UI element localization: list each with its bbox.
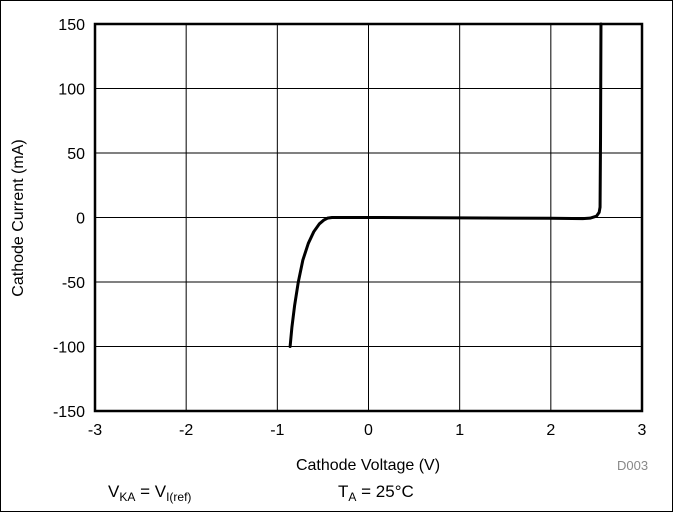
x-tick-label: -2 (179, 422, 193, 439)
vka-subscript: KA (119, 490, 136, 504)
y-tick-label: 50 (67, 146, 85, 163)
y-tick-label: -50 (62, 275, 85, 292)
x-tick-label: 3 (638, 422, 647, 439)
y-axis-label: Cathode Current (mA) (10, 139, 27, 296)
vref-symbol: V (154, 482, 167, 501)
x-tick-label: -1 (270, 422, 284, 439)
figure-id: D003 (617, 458, 649, 473)
y-tick-label: 150 (58, 17, 85, 34)
ta-symbol: T (338, 482, 349, 501)
grid (95, 24, 642, 411)
series-line (288, 22, 603, 348)
vka-symbol: V (108, 482, 120, 501)
x-tick-label: 1 (455, 422, 464, 439)
x-tick-label: 2 (546, 422, 555, 439)
plot-area (93, 22, 644, 413)
y-tick-label: 0 (76, 211, 85, 228)
y-tick-label: -150 (53, 404, 85, 421)
x-axis-label: Cathode Voltage (V) (296, 457, 440, 474)
condition-ta: TA = 25°C (338, 482, 414, 504)
ta-value: = 25°C (356, 482, 414, 501)
vref-subscript: I(ref) (166, 490, 192, 504)
equals-sign: = (135, 482, 155, 501)
y-tick-label: 100 (58, 82, 85, 99)
y-axis-ticks: -150 -100 -50 0 50 100 150 (53, 17, 85, 421)
x-tick-label: 0 (364, 422, 373, 439)
y-tick-label: -100 (53, 340, 85, 357)
condition-vka: VKA = VI(ref) (108, 482, 191, 504)
x-axis-ticks: -3 -2 -1 0 1 2 3 (88, 422, 647, 439)
ta-subscript: A (348, 490, 357, 504)
x-tick-label: -3 (88, 422, 102, 439)
